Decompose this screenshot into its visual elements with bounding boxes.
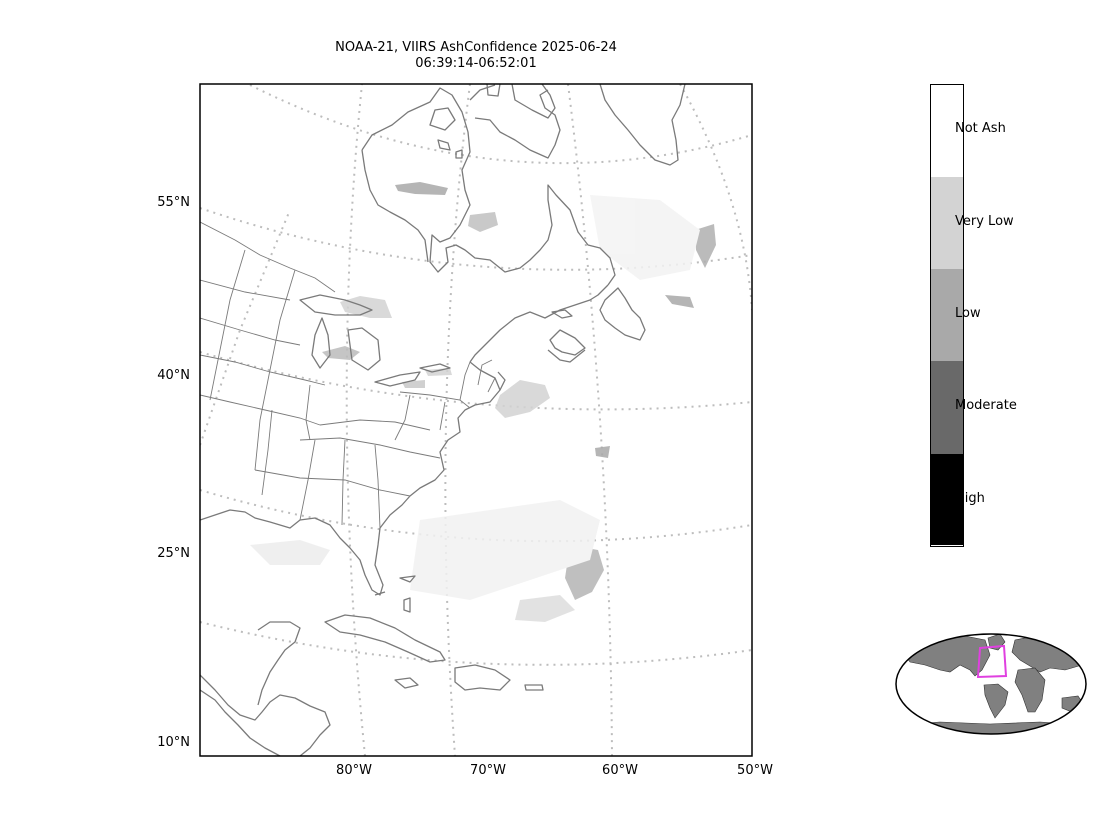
jamaica: [394, 677, 419, 689]
lake-erie: [374, 371, 421, 387]
colorbar-segment-high: [931, 454, 963, 545]
lat-label-40n: 40°N: [157, 368, 190, 383]
arctic-islands: [429, 107, 463, 159]
latitude-gridlines: [200, 84, 752, 666]
us-east-coast: [200, 361, 501, 596]
nova-scotia: [547, 329, 586, 363]
puerto-rico: [524, 684, 544, 691]
ash-patch-hudson: [395, 182, 448, 195]
greenland-coast: [599, 84, 686, 166]
parallel-45n: [200, 351, 752, 411]
hispaniola: [454, 664, 511, 691]
state-lines-south: [254, 419, 441, 497]
florida-keys: [374, 591, 386, 596]
colorbar-segment-not-ash: [931, 85, 963, 177]
cape-cod: [497, 371, 506, 391]
meridian-80w: [345, 84, 366, 756]
ash-patch-labrador-sea: [590, 195, 700, 280]
title-line-1: NOAA-21, VIIRS AshConfidence 2025-06-24: [335, 40, 617, 55]
yucatan: [257, 621, 301, 706]
state-lines-north: [200, 279, 326, 426]
colorbar-label-moderate: Moderate: [955, 398, 1017, 413]
meridian-60w: [567, 84, 613, 756]
lake-michigan: [311, 317, 331, 369]
lon-label-50w: 50°W: [737, 763, 773, 778]
title-line-2: 06:39:14-06:52:01: [415, 56, 537, 71]
ash-patch-atlantic-swath: [410, 500, 600, 600]
lake-huron: [347, 327, 381, 371]
colorbar-label-high: High: [955, 491, 985, 506]
globe-antarctica: [899, 721, 1086, 734]
ash-patch-quebec: [468, 212, 498, 232]
ash-patch-labrador: [695, 224, 716, 268]
ash-patch-newengland: [495, 380, 550, 418]
lon-label-80w: 80°W: [336, 763, 372, 778]
map-frame: [199, 83, 753, 757]
baffin-island-north: [486, 84, 556, 119]
state-lines-east: [394, 359, 496, 441]
cuba: [324, 614, 446, 663]
colorbar-label-not-ash: Not Ash: [955, 121, 1006, 136]
inset-globe: [895, 633, 1087, 735]
lake-superior: [299, 294, 373, 316]
hudson-bay-west: [361, 149, 429, 263]
ash-patch-atlantic-n: [665, 295, 694, 308]
ash-patch-gulf: [250, 540, 330, 565]
coastlines: [200, 84, 686, 756]
parallel-25n: [200, 621, 752, 666]
anticosti: [551, 309, 573, 319]
central-america: [200, 689, 281, 756]
colorbar-segment-low: [931, 269, 963, 361]
globe-extent-box: [976, 644, 1008, 679]
lon-label-70w: 70°W: [470, 763, 506, 778]
canada-east-coast: [469, 284, 609, 363]
lat-label-55n: 55°N: [157, 195, 190, 210]
globe-africa: [1014, 667, 1046, 713]
ash-patch-erie: [402, 380, 425, 388]
canada-us-border: [200, 221, 336, 293]
meridian-90w: [200, 209, 291, 446]
colorbar-label-very-low: Very Low: [955, 214, 1014, 229]
ash-patch-caribbean: [515, 595, 575, 622]
longitude-gridlines: [200, 84, 752, 756]
ash-patch-midatlantic: [595, 446, 610, 458]
map-title: NOAA-21, VIIRS AshConfidence 2025-06-24 …: [200, 40, 752, 72]
globe-outline: [895, 633, 1087, 735]
map-plot-area: [200, 84, 752, 756]
colorbar-segment-moderate: [931, 361, 963, 454]
hudson-bay-coast: [361, 87, 616, 286]
state-lines-vertical: [209, 249, 381, 529]
bahamas: [399, 575, 416, 613]
lat-label-25n: 25°N: [157, 546, 190, 561]
ash-patch-ontario: [425, 368, 452, 376]
colorbar-segment-very-low: [931, 177, 963, 269]
lat-label-10n: 10°N: [157, 735, 190, 750]
parallel-35n: [200, 489, 752, 543]
newfoundland: [599, 287, 646, 341]
globe-south-america: [983, 683, 1009, 719]
lon-label-60w: 60°W: [602, 763, 638, 778]
parallel-55n: [200, 207, 752, 271]
ash-confidence-swath: [250, 182, 716, 622]
colorbar-label-low: Low: [955, 306, 981, 321]
meridian-50w: [679, 84, 752, 311]
colorbar: [930, 84, 964, 547]
lake-ontario: [419, 363, 451, 373]
state-borders: [200, 221, 496, 529]
baffin-coast: [469, 84, 561, 159]
mexico-coast: [200, 674, 331, 756]
